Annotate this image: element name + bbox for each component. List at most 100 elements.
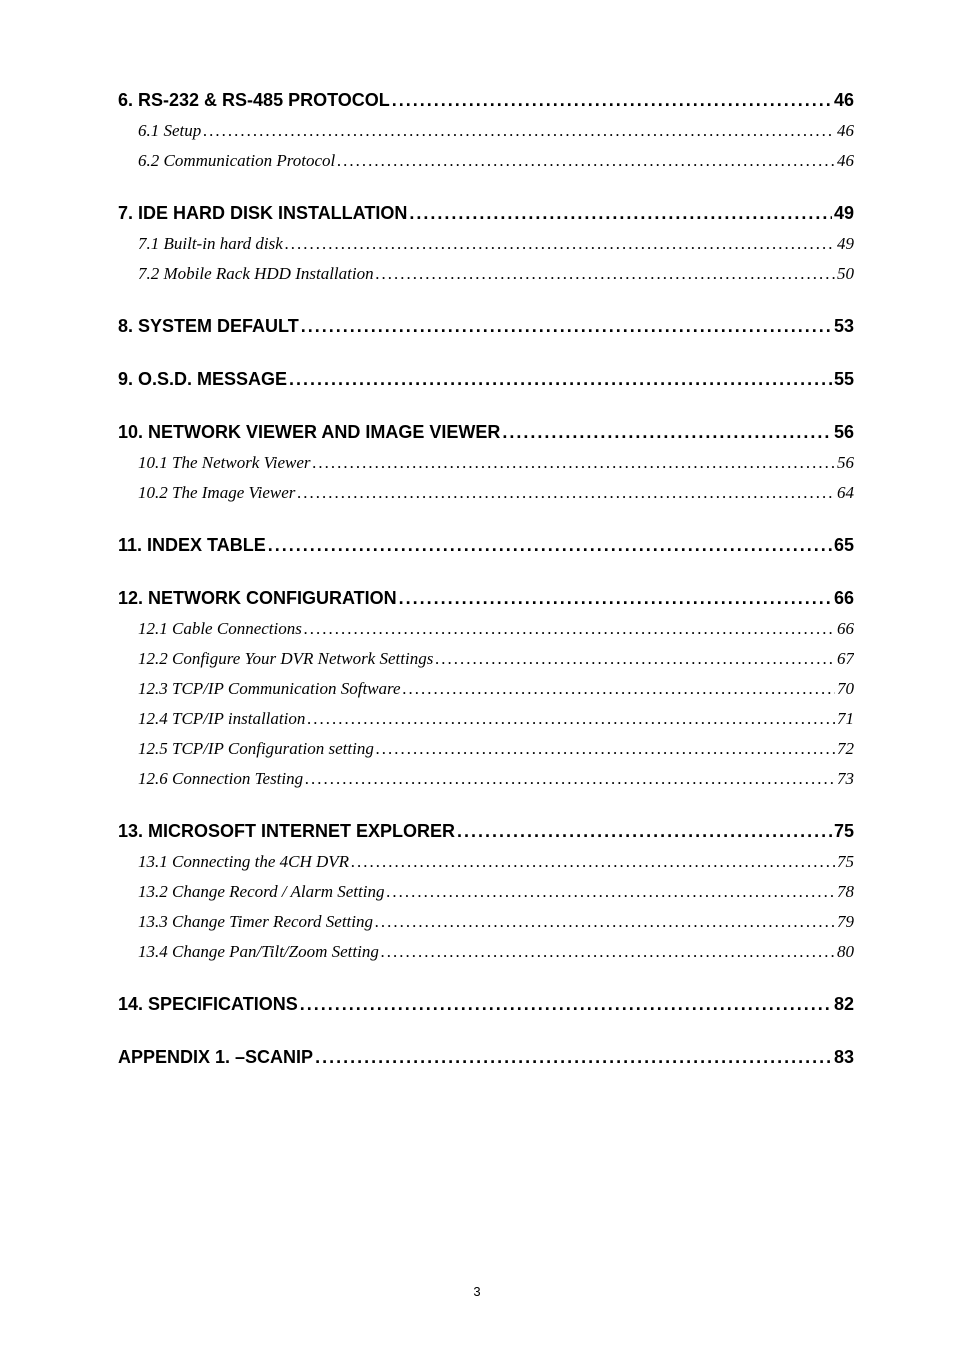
toc-page-number: 46: [837, 121, 854, 141]
toc-page-number: 82: [834, 994, 854, 1015]
toc-title: 9. O.S.D. MESSAGE: [118, 369, 287, 390]
toc-title: 12.2 Configure Your DVR Network Settings: [138, 649, 433, 669]
toc-leader-dots: [305, 769, 835, 789]
toc-page-number: 50: [837, 264, 854, 284]
toc-page-number: 56: [837, 453, 854, 473]
toc-heading[interactable]: 12. NETWORK CONFIGURATION 66: [118, 588, 854, 609]
toc-subheading[interactable]: 12.6 Connection Testing 73: [138, 769, 854, 789]
toc-subheading[interactable]: 12.1 Cable Connections 66: [138, 619, 854, 639]
toc-leader-dots: [315, 1047, 832, 1068]
toc-title: 12.6 Connection Testing: [138, 769, 303, 789]
toc-title: 7.1 Built-in hard disk: [138, 234, 283, 254]
toc-heading[interactable]: 13. MICROSOFT INTERNET EXPLORER 75: [118, 821, 854, 842]
toc-page-number: 83: [834, 1047, 854, 1068]
toc-page-number: 65: [834, 535, 854, 556]
toc-page-number: 71: [837, 709, 854, 729]
toc-page-number: 66: [837, 619, 854, 639]
toc-page-number: 56: [834, 422, 854, 443]
toc-title: 14. SPECIFICATIONS: [118, 994, 298, 1015]
toc-leader-dots: [399, 588, 832, 609]
toc-leader-dots: [376, 264, 835, 284]
toc-leader-dots: [301, 316, 832, 337]
toc-title: 7. IDE HARD DISK INSTALLATION: [118, 203, 407, 224]
toc-heading[interactable]: 10. NETWORK VIEWER AND IMAGE VIEWER56: [118, 422, 854, 443]
toc-title: 6. RS-232 & RS-485 PROTOCOL: [118, 90, 390, 111]
toc-title: 8. SYSTEM DEFAULT: [118, 316, 299, 337]
toc-page-number: 72: [837, 739, 854, 759]
toc-leader-dots: [313, 453, 836, 473]
toc-leader-dots: [203, 121, 835, 141]
toc-page-number: 66: [834, 588, 854, 609]
toc-subheading[interactable]: 10.2 The Image Viewer 64: [138, 483, 854, 503]
toc-page-number: 75: [834, 821, 854, 842]
toc-leader-dots: [375, 912, 835, 932]
toc-page-number: 75: [837, 852, 854, 872]
toc-leader-dots: [409, 203, 832, 224]
toc-leader-dots: [457, 821, 832, 842]
toc-heading[interactable]: 8. SYSTEM DEFAULT53: [118, 316, 854, 337]
toc-leader-dots: [268, 535, 832, 556]
toc-leader-dots: [435, 649, 835, 669]
toc-page-number: 70: [837, 679, 854, 699]
toc-title: 10.2 The Image Viewer: [138, 483, 295, 503]
toc-leader-dots: [351, 852, 835, 872]
page: 6. RS-232 & RS-485 PROTOCOL 46 6.1 Setup 46…: [0, 0, 954, 1351]
toc-page-number: 55: [834, 369, 854, 390]
toc-page-number: 49: [837, 234, 854, 254]
toc-subheading[interactable]: 12.3 TCP/IP Communication Software 70: [138, 679, 854, 699]
toc-subheading[interactable]: 6.1 Setup 46: [138, 121, 854, 141]
toc-page-number: 64: [837, 483, 854, 503]
toc-title: 13.4 Change Pan/Tilt/Zoom Setting: [138, 942, 379, 962]
toc-title: 12.1 Cable Connections: [138, 619, 302, 639]
toc-page-number: 73: [837, 769, 854, 789]
toc-leader-dots: [307, 709, 835, 729]
toc-title: 12. NETWORK CONFIGURATION: [118, 588, 397, 609]
toc-subheading[interactable]: 6.2 Communication Protocol 46: [138, 151, 854, 171]
toc-subheading[interactable]: 7.2 Mobile Rack HDD Installation 50: [138, 264, 854, 284]
toc-title: 12.3 TCP/IP Communication Software: [138, 679, 401, 699]
toc-title: 12.4 TCP/IP installation: [138, 709, 305, 729]
toc-title: 7.2 Mobile Rack HDD Installation: [138, 264, 374, 284]
toc-leader-dots: [285, 234, 835, 254]
toc-subheading[interactable]: 12.2 Configure Your DVR Network Settings…: [138, 649, 854, 669]
toc-heading[interactable]: 9. O.S.D. MESSAGE 55: [118, 369, 854, 390]
toc-subheading[interactable]: 12.4 TCP/IP installation 71: [138, 709, 854, 729]
toc-title: APPENDIX 1. –SCANIP: [118, 1047, 313, 1068]
toc-leader-dots: [386, 882, 835, 902]
toc-subheading[interactable]: 13.2 Change Record / Alarm Setting78: [138, 882, 854, 902]
toc-title: 13.1 Connecting the 4CH DVR: [138, 852, 349, 872]
toc-page-number: 67: [837, 649, 854, 669]
toc-leader-dots: [403, 679, 835, 699]
toc-heading[interactable]: 14. SPECIFICATIONS 82: [118, 994, 854, 1015]
toc-title: 6.1 Setup: [138, 121, 201, 141]
toc-title: 13.2 Change Record / Alarm Setting: [138, 882, 384, 902]
toc-subheading[interactable]: 13.3 Change Timer Record Setting79: [138, 912, 854, 932]
toc-leader-dots: [297, 483, 835, 503]
toc-page-number: 46: [837, 151, 854, 171]
toc-title: 11. INDEX TABLE: [118, 535, 266, 556]
toc-title: 10.1 The Network Viewer: [138, 453, 311, 473]
toc-title: 6.2 Communication Protocol: [138, 151, 335, 171]
toc-title: 13. MICROSOFT INTERNET EXPLORER: [118, 821, 455, 842]
toc-heading[interactable]: 6. RS-232 & RS-485 PROTOCOL 46: [118, 90, 854, 111]
toc-heading[interactable]: 11. INDEX TABLE 65: [118, 535, 854, 556]
toc-leader-dots: [392, 90, 832, 111]
toc-subheading[interactable]: 12.5 TCP/IP Configuration setting 72: [138, 739, 854, 759]
toc-leader-dots: [304, 619, 835, 639]
toc-subheading[interactable]: 13.1 Connecting the 4CH DVR 75: [138, 852, 854, 872]
page-number: 3: [0, 1284, 954, 1299]
toc-subheading[interactable]: 7.1 Built-in hard disk 49: [138, 234, 854, 254]
toc-leader-dots: [300, 994, 832, 1015]
toc-page-number: 46: [834, 90, 854, 111]
toc-subheading[interactable]: 10.1 The Network Viewer 56: [138, 453, 854, 473]
toc-page-number: 49: [834, 203, 854, 224]
toc-title: 13.3 Change Timer Record Setting: [138, 912, 373, 932]
toc-title: 12.5 TCP/IP Configuration setting: [138, 739, 374, 759]
toc-leader-dots: [502, 422, 832, 443]
toc-leader-dots: [376, 739, 835, 759]
toc-leader-dots: [381, 942, 835, 962]
toc-heading[interactable]: 7. IDE HARD DISK INSTALLATION 49: [118, 203, 854, 224]
toc-subheading[interactable]: 13.4 Change Pan/Tilt/Zoom Setting 80: [138, 942, 854, 962]
toc-heading[interactable]: APPENDIX 1. –SCANIP 83: [118, 1047, 854, 1068]
toc-page-number: 80: [837, 942, 854, 962]
